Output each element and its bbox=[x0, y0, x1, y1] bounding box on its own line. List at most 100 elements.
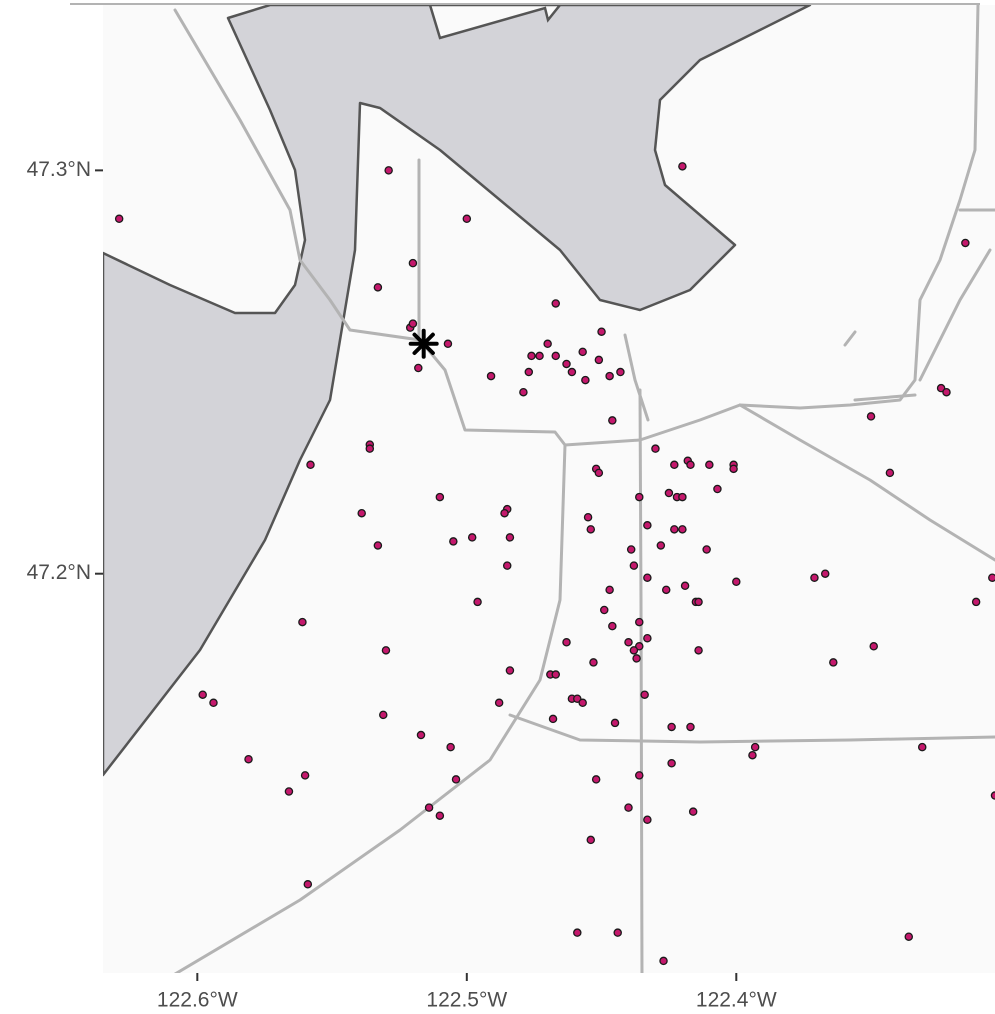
point bbox=[643, 815, 652, 824]
road bbox=[853, 393, 917, 402]
point bbox=[446, 742, 455, 752]
point bbox=[667, 722, 676, 732]
point bbox=[605, 585, 614, 595]
point bbox=[435, 492, 445, 502]
point bbox=[643, 573, 652, 582]
point bbox=[594, 355, 604, 365]
point bbox=[462, 214, 472, 224]
point bbox=[578, 347, 587, 357]
point bbox=[449, 537, 458, 546]
point bbox=[990, 791, 995, 800]
road bbox=[173, 8, 567, 447]
y-tick-label: 47.2°N bbox=[27, 561, 91, 584]
road bbox=[173, 443, 567, 973]
point bbox=[629, 646, 639, 655]
point bbox=[379, 710, 388, 720]
point bbox=[591, 775, 601, 784]
point bbox=[373, 283, 383, 292]
point bbox=[869, 642, 878, 651]
points bbox=[114, 162, 995, 966]
point bbox=[661, 585, 671, 595]
point bbox=[643, 633, 652, 643]
point bbox=[688, 807, 698, 816]
point bbox=[605, 371, 614, 381]
point bbox=[702, 545, 711, 554]
point bbox=[198, 690, 207, 699]
point bbox=[635, 617, 644, 627]
point bbox=[384, 166, 393, 175]
point bbox=[610, 718, 620, 728]
point bbox=[567, 367, 577, 377]
point bbox=[626, 545, 636, 554]
road bbox=[623, 333, 650, 422]
point bbox=[467, 533, 477, 542]
road bbox=[638, 388, 644, 973]
point bbox=[535, 351, 544, 361]
point bbox=[365, 444, 375, 453]
point bbox=[705, 460, 714, 470]
point bbox=[244, 754, 253, 764]
point bbox=[651, 444, 660, 453]
point bbox=[678, 492, 687, 502]
point bbox=[659, 956, 668, 966]
roads bbox=[173, 5, 995, 973]
point bbox=[732, 577, 741, 587]
point bbox=[583, 512, 593, 522]
point bbox=[942, 387, 951, 397]
point bbox=[594, 468, 604, 478]
point bbox=[643, 521, 652, 530]
point bbox=[209, 698, 218, 708]
point bbox=[680, 581, 690, 591]
point bbox=[435, 811, 445, 820]
point bbox=[408, 258, 418, 268]
point bbox=[505, 533, 515, 542]
x-tick-label: 122.5°W bbox=[426, 989, 507, 1012]
point bbox=[632, 654, 641, 663]
point bbox=[551, 299, 560, 308]
point bbox=[608, 416, 617, 425]
point bbox=[300, 771, 310, 780]
point bbox=[961, 238, 970, 248]
point bbox=[640, 690, 649, 699]
point bbox=[678, 525, 687, 534]
point bbox=[748, 750, 757, 760]
point bbox=[578, 698, 587, 708]
point bbox=[597, 327, 606, 336]
point bbox=[686, 460, 695, 470]
point bbox=[664, 488, 674, 498]
point bbox=[656, 541, 666, 550]
point bbox=[303, 880, 313, 889]
point bbox=[298, 617, 307, 627]
map-panel bbox=[103, 5, 995, 973]
point bbox=[670, 525, 679, 534]
point bbox=[451, 775, 461, 784]
point bbox=[694, 646, 703, 655]
point bbox=[678, 162, 687, 171]
point bbox=[629, 561, 639, 570]
point bbox=[917, 742, 927, 752]
point bbox=[551, 351, 560, 361]
point bbox=[505, 666, 515, 675]
point bbox=[443, 339, 453, 349]
point bbox=[408, 319, 418, 328]
point bbox=[686, 722, 695, 732]
point bbox=[904, 932, 914, 941]
y-tick-label: 47.3°N bbox=[27, 158, 91, 181]
point bbox=[624, 638, 633, 647]
point bbox=[667, 759, 676, 768]
point bbox=[885, 468, 895, 478]
point bbox=[694, 597, 703, 607]
point bbox=[543, 339, 552, 349]
point bbox=[616, 367, 625, 377]
point bbox=[357, 508, 366, 518]
point bbox=[971, 597, 981, 607]
point bbox=[586, 525, 596, 534]
point bbox=[810, 573, 819, 582]
point bbox=[548, 714, 558, 724]
point bbox=[414, 363, 423, 373]
point bbox=[750, 742, 760, 752]
point bbox=[820, 569, 830, 578]
point bbox=[500, 508, 509, 518]
point bbox=[670, 460, 679, 470]
road bbox=[843, 330, 857, 347]
